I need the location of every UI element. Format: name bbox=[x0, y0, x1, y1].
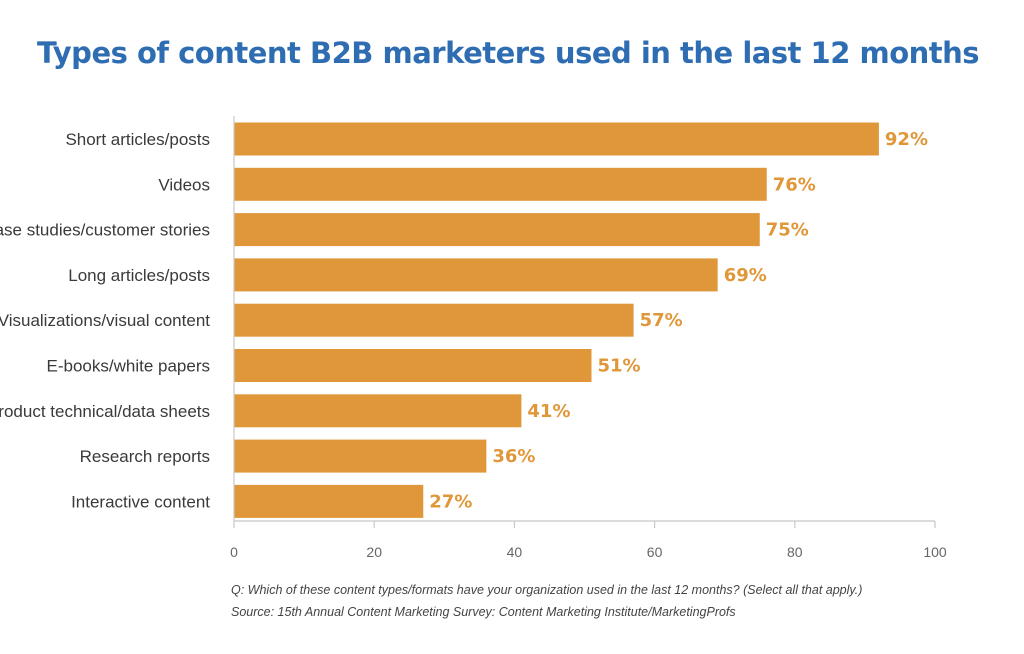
category-label: Long articles/posts bbox=[68, 266, 210, 285]
x-tick-label: 80 bbox=[787, 544, 803, 560]
bar bbox=[234, 122, 879, 156]
category-label: Videos bbox=[158, 175, 210, 194]
value-label: 36% bbox=[492, 446, 535, 467]
survey-question-note: Q: Which of these content types/formats … bbox=[231, 583, 863, 597]
bar bbox=[234, 439, 487, 473]
value-label: 27% bbox=[429, 491, 472, 512]
value-label: 41% bbox=[527, 401, 570, 422]
x-tick-label: 40 bbox=[507, 544, 523, 560]
value-label: 69% bbox=[724, 265, 767, 286]
bar bbox=[234, 484, 424, 518]
x-tick-label: 60 bbox=[647, 544, 663, 560]
x-tick-label: 20 bbox=[366, 544, 382, 560]
chart-title: Types of content B2B marketers used in t… bbox=[36, 36, 980, 70]
bar bbox=[234, 303, 634, 337]
value-label: 75% bbox=[766, 220, 809, 241]
bar bbox=[234, 258, 718, 292]
value-label: 51% bbox=[598, 356, 641, 377]
x-tick-label: 100 bbox=[923, 544, 947, 560]
bar bbox=[234, 167, 767, 201]
source-note: Source: 15th Annual Content Marketing Su… bbox=[231, 605, 736, 619]
category-label: Short articles/posts bbox=[65, 130, 210, 149]
bar bbox=[234, 394, 522, 428]
category-label: E-books/white papers bbox=[47, 357, 210, 376]
bar bbox=[234, 349, 592, 382]
value-label: 92% bbox=[885, 129, 928, 150]
category-label: Case studies/customer stories bbox=[0, 221, 210, 240]
value-label: 76% bbox=[773, 174, 816, 195]
bar bbox=[234, 213, 760, 247]
category-label: Research reports bbox=[80, 447, 210, 466]
category-label: Visualizations/visual content bbox=[0, 311, 210, 330]
category-label: Product technical/data sheets bbox=[0, 402, 210, 421]
value-label: 57% bbox=[640, 310, 683, 331]
category-label: Interactive content bbox=[71, 492, 210, 511]
x-tick-label: 0 bbox=[230, 544, 238, 560]
